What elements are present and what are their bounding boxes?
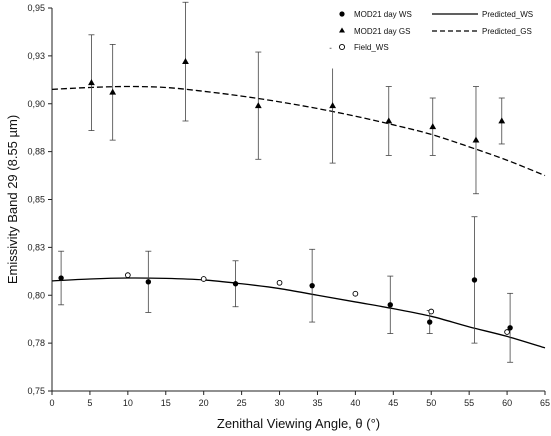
data-markers: [58, 58, 513, 335]
x-tick-label: 35: [312, 398, 322, 408]
y-tick-label: 0,93: [27, 51, 45, 61]
legend-marker-filled-circle: [339, 11, 345, 17]
y-tick-label: 0,85: [27, 195, 45, 205]
gs-point: [109, 88, 117, 95]
x-axis-title: Zenithal Viewing Angle, θ (°): [217, 416, 380, 431]
legend-item-mod21-gs: MOD21 day GS: [339, 27, 410, 36]
x-tick-label: 25: [237, 398, 247, 408]
legend-label: Predicted_WS: [482, 10, 533, 19]
ws-point: [145, 279, 152, 285]
x-tick-label: 0: [49, 398, 54, 408]
ws-point: [427, 319, 433, 325]
legend-item-predicted-gs: Predicted_GS: [432, 27, 532, 36]
gs-point: [182, 58, 189, 65]
ws-point: [309, 282, 315, 289]
x-tick-label: 50: [426, 398, 436, 408]
gs-point: [88, 79, 95, 86]
gs-point: [429, 123, 437, 130]
x-tick-label: 45: [388, 398, 398, 408]
y-axis-title: Emissivity Band 29 (8.55 µm): [5, 115, 20, 284]
y-tick-label: 0,75: [27, 386, 45, 396]
gs-point: [385, 117, 393, 124]
field-ws-point: [276, 279, 283, 286]
ws-point: [387, 302, 393, 308]
predicted-gs-curve: [51, 85, 546, 177]
gs-point: [472, 136, 480, 143]
legend-item-field-ws: Field_WS: [338, 43, 389, 52]
y-tick-label: 0,83: [27, 242, 45, 252]
y-tick-label: 0,88: [27, 147, 45, 157]
y-tick-label: 0,80: [27, 290, 45, 300]
y-tick-label: 0,95: [27, 3, 45, 13]
legend-item-predicted-ws: Predicted_WS: [432, 10, 533, 19]
legend-marker-filled-triangle: [339, 27, 345, 33]
y-axis-ticks: 0,75 0,78 0,80 0,83 0,85 0,88 0,90 0,93 0,95: [27, 3, 52, 396]
gs-point: [254, 102, 262, 109]
field-ws-point: [124, 272, 131, 278]
y-tick-label: 0,90: [27, 99, 45, 109]
ws-point: [507, 325, 513, 331]
legend-box: [331, 5, 543, 69]
x-tick-label: 5: [87, 398, 92, 408]
gs-point: [329, 102, 337, 109]
legend-label: Predicted_GS: [482, 27, 532, 36]
x-tick-label: 65: [540, 398, 550, 408]
legend-label: MOD21 day WS: [354, 10, 412, 19]
field-ws-point: [504, 329, 510, 335]
x-tick-label: 30: [275, 398, 285, 408]
legend-marker-open-circle: [338, 43, 346, 51]
predicted-ws-curve: [51, 277, 546, 349]
x-tick-label: 20: [199, 398, 209, 408]
x-tick-label: 60: [502, 398, 512, 408]
field-ws-point: [428, 308, 435, 315]
x-tick-label: 10: [123, 398, 133, 408]
legend-item-mod21-ws: MOD21 day WS: [339, 10, 412, 19]
field-ws-point: [352, 290, 359, 297]
field-ws-point: [200, 276, 207, 282]
x-tick-label: 15: [161, 398, 171, 408]
legend-label: MOD21 day GS: [354, 27, 410, 36]
x-axis-ticks: 0 5 10 15 20 25 30 35 40 45 50 55 60 65: [49, 391, 550, 408]
legend-label: Field_WS: [354, 43, 389, 52]
prediction-curves: [51, 85, 546, 349]
legend: MOD21 day WS MOD21 day GS Field_WS Predi…: [331, 5, 543, 69]
ws-point: [58, 275, 64, 281]
ws-point: [232, 281, 239, 287]
x-tick-label: 40: [350, 398, 360, 408]
y-tick-label: 0,78: [27, 338, 45, 348]
gs-point: [498, 117, 506, 124]
ws-point: [471, 277, 478, 283]
x-tick-label: 55: [464, 398, 474, 408]
